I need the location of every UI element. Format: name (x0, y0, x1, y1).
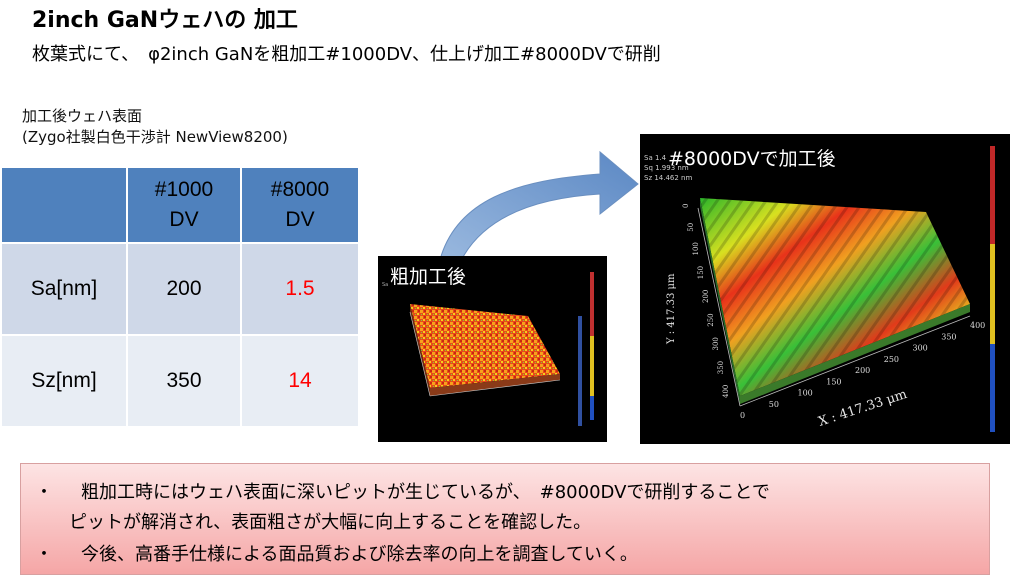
table-row: Sz[nm] 350 14 (0, 334, 360, 428)
y-tick-labels: 0 50 100 150 200 250 300 350 400 (682, 204, 730, 398)
note-line-1: 粗加工時にはウェハ表面に深いピットが生じているが、 #8000DVで研削すること… (81, 482, 770, 503)
caption-line-1: 加工後ウェハ表面 (22, 107, 143, 125)
y-tick-label: 400 (722, 385, 730, 398)
note-line-3: 今後、高番手仕様による面品質および除去率の向上を調査していく。 (81, 544, 638, 565)
x-tick-label: 250 (884, 355, 899, 364)
rough-surface-plot: Sa 粗加工後 (378, 256, 607, 442)
y-tick-label: 250 (707, 313, 715, 326)
y-tick-label: 100 (692, 242, 700, 255)
x-axis-label: X : 417.33 μm (817, 387, 909, 430)
y-tick-label: 350 (717, 361, 725, 374)
header-8000-text: #8000 DV (270, 178, 330, 231)
conclusion-box: ・ 粗加工時にはウェハ表面に深いピットが生じているが、 #8000DVで研削する… (20, 463, 990, 575)
y-tick-label: 0 (682, 204, 690, 208)
header-1000-text: #1000 DV (154, 178, 214, 231)
svg-text:Sa: Sa (382, 282, 388, 288)
rough-surface-image: Sa (382, 272, 594, 426)
y-tick-label: 150 (697, 266, 705, 279)
x-tick-label: 350 (941, 332, 956, 341)
y-axis-label: Y : 417.33 μm (666, 273, 677, 345)
row-label-sa: Sa[nm] (0, 242, 128, 336)
x-tick-label: 0 (740, 411, 745, 420)
caption-line-2: (Zygo社製白色干渉計 NewView8200) (22, 128, 288, 146)
sa-1000-value: 200 (126, 242, 242, 336)
bullet-2: ・ (35, 544, 53, 565)
x-tick-label: 200 (855, 366, 870, 375)
sz-1000-value: 350 (126, 334, 242, 428)
x-tick-label: 50 (769, 400, 779, 409)
stat-sz: Sz 14.462 nm (644, 174, 692, 182)
finish-surface-plot: Sa 1.4 Sq 1.993 nm Sz 14.462 nm 0 50 100 15… (640, 134, 1010, 444)
page-subtitle: 枚葉式にて、 φ2inch GaNを粗加工#1000DV、仕上げ加工#8000D… (32, 44, 661, 65)
y-tick-label: 200 (702, 290, 710, 303)
finish-plot-label: #8000DVで加工後 (668, 148, 836, 170)
roughness-table: #1000 DV #8000 DV Sa[nm] 200 1.5 Sz[nm] … (0, 166, 360, 428)
stat-sq: Sq 1.993 nm (644, 164, 689, 172)
table-header-1000dv: #1000 DV (126, 166, 242, 244)
page-title: 2inch GaNウェハの 加工 (32, 8, 298, 33)
x-tick-labels: 0 50 100 150 200 250 300 350 400 (740, 321, 985, 420)
table-header-empty (0, 166, 128, 244)
row-label-sz: Sz[nm] (0, 334, 128, 428)
sa-8000-value: 1.5 (240, 242, 360, 336)
stat-sa: Sa 1.4 (644, 154, 667, 162)
y-tick-label: 300 (712, 337, 720, 350)
finish-surface-image: Sa 1.4 Sq 1.993 nm Sz 14.462 nm 0 50 100 15… (644, 146, 995, 432)
x-tick-label: 400 (970, 321, 985, 330)
table-header-row: #1000 DV #8000 DV (0, 166, 360, 244)
note-line-2: ピットが解消され、表面粗さが大幅に向上することを確認した。 (69, 512, 592, 533)
bullet-1: ・ (35, 482, 53, 503)
y-tick-label: 50 (687, 223, 695, 232)
curved-arrow-icon (437, 150, 639, 273)
table-header-8000dv: #8000 DV (240, 166, 360, 244)
measurement-caption: 加工後ウェハ表面 (Zygo社製白色干渉計 NewView8200) (22, 106, 288, 148)
rough-plot-label: 粗加工後 (390, 266, 467, 288)
sz-8000-value: 14 (240, 334, 360, 428)
x-tick-label: 150 (826, 377, 841, 386)
x-tick-label: 100 (798, 389, 813, 398)
x-tick-label: 300 (913, 344, 928, 353)
table-row: Sa[nm] 200 1.5 (0, 242, 360, 336)
